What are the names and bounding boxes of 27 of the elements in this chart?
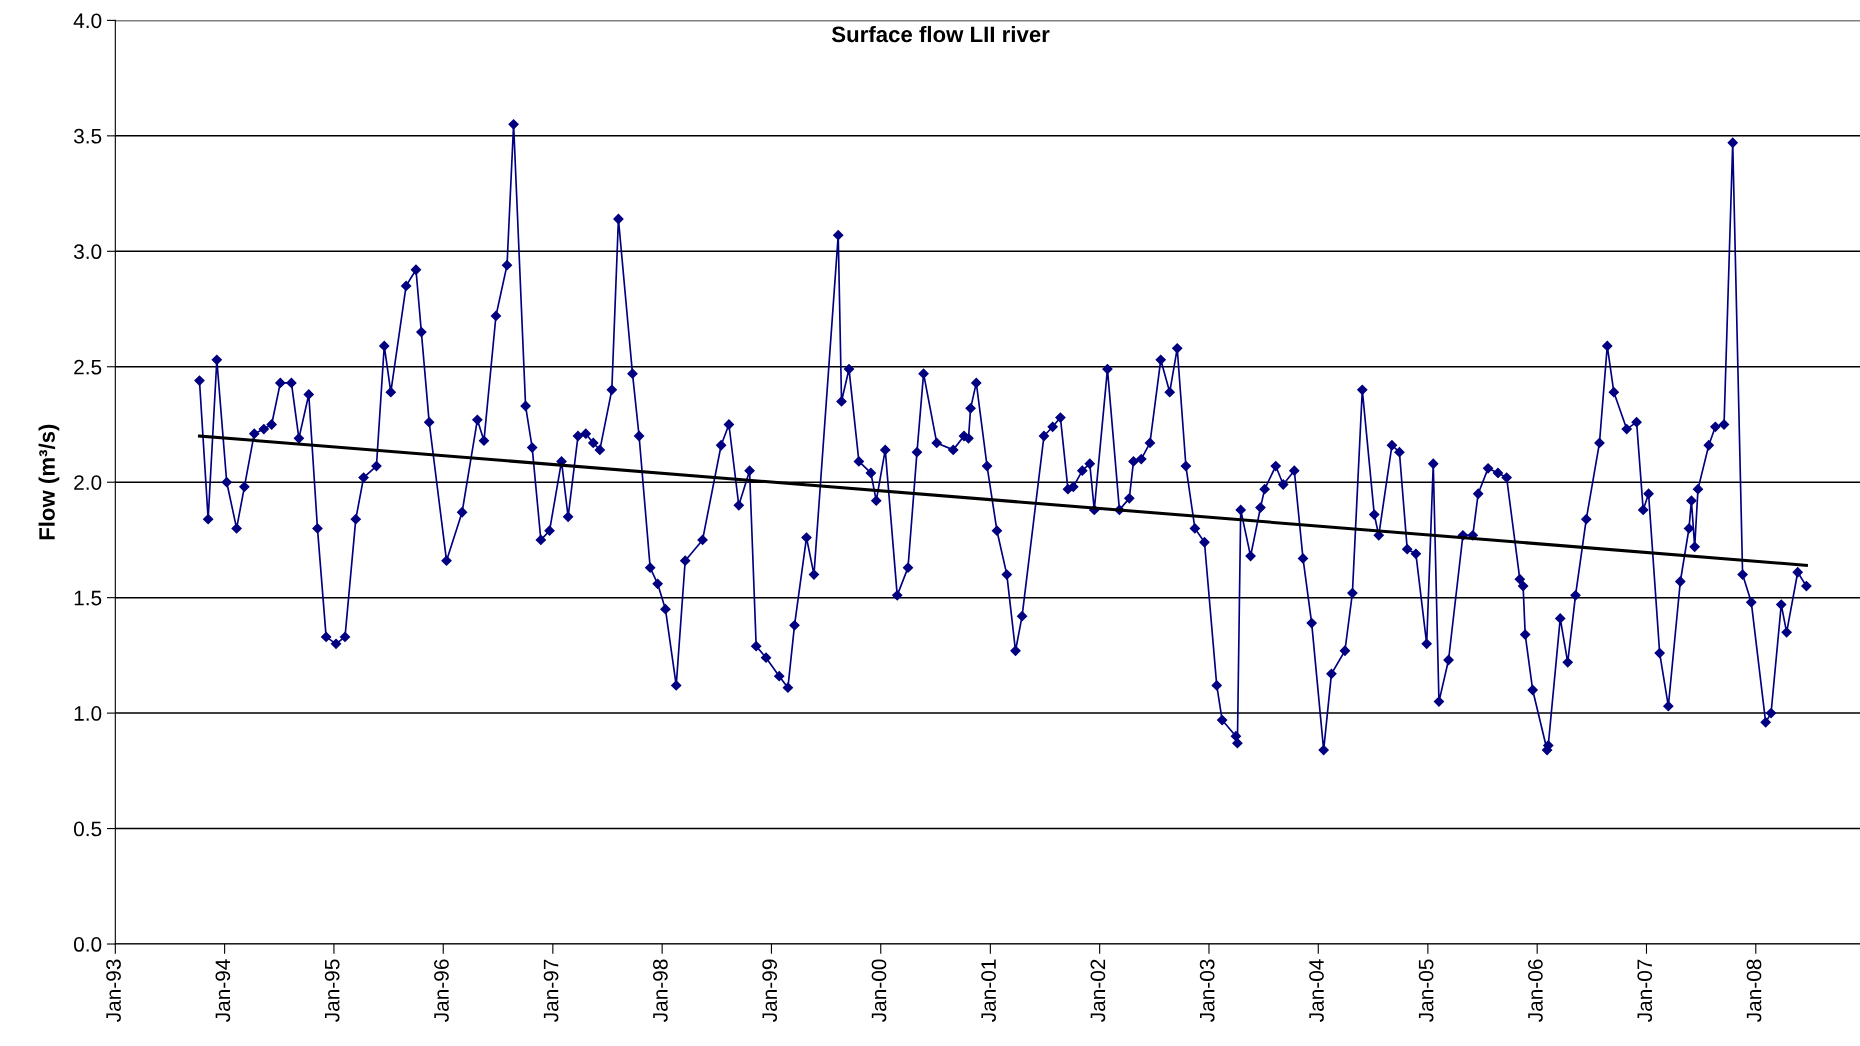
- x-tick-label: Jan-06: [1528, 959, 1543, 1022]
- x-tick-label: Jan-08: [1746, 959, 1762, 1022]
- x-tick-label: Jan-96: [434, 959, 449, 1022]
- x-tick-label: Jan-95: [324, 959, 340, 1022]
- x-tick-label: Jan-97: [543, 959, 559, 1022]
- y-tick-label: 2.0: [74, 475, 102, 490]
- x-tick-label: Jan-07: [1637, 959, 1653, 1022]
- y-tick-label: 3.0: [73, 244, 102, 260]
- y-tick-label: 0.0: [73, 937, 102, 952]
- x-tick-label: Jan-04: [1309, 959, 1324, 1022]
- x-tick-label: Jan-05: [1418, 959, 1434, 1022]
- y-tick-label: 1.5: [74, 590, 102, 606]
- x-tick-label: Jan-02: [1090, 959, 1106, 1022]
- y-tick-label: 4.0: [73, 13, 102, 29]
- x-tick-label: Jan-99: [762, 959, 778, 1022]
- y-tick-label: 1.0: [74, 706, 102, 721]
- x-tick-label: Jan-94: [215, 959, 231, 1022]
- x-tick-label: Jan-98: [652, 959, 668, 1022]
- y-tick-label: 0.5: [73, 821, 102, 837]
- y-tick-label: 2.5: [74, 359, 102, 375]
- x-tick-label: Jan-00: [871, 959, 887, 1022]
- chart-title: Surface flow LII river: [831, 25, 1050, 43]
- x-tick-label: Jan-03: [1199, 959, 1215, 1022]
- y-axis-title: Flow (m³/s): [38, 424, 60, 540]
- x-tick-label: Jan-93: [106, 959, 121, 1022]
- y-tick-label: 3.5: [73, 128, 102, 144]
- x-tick-label: Jan-01: [981, 959, 996, 1022]
